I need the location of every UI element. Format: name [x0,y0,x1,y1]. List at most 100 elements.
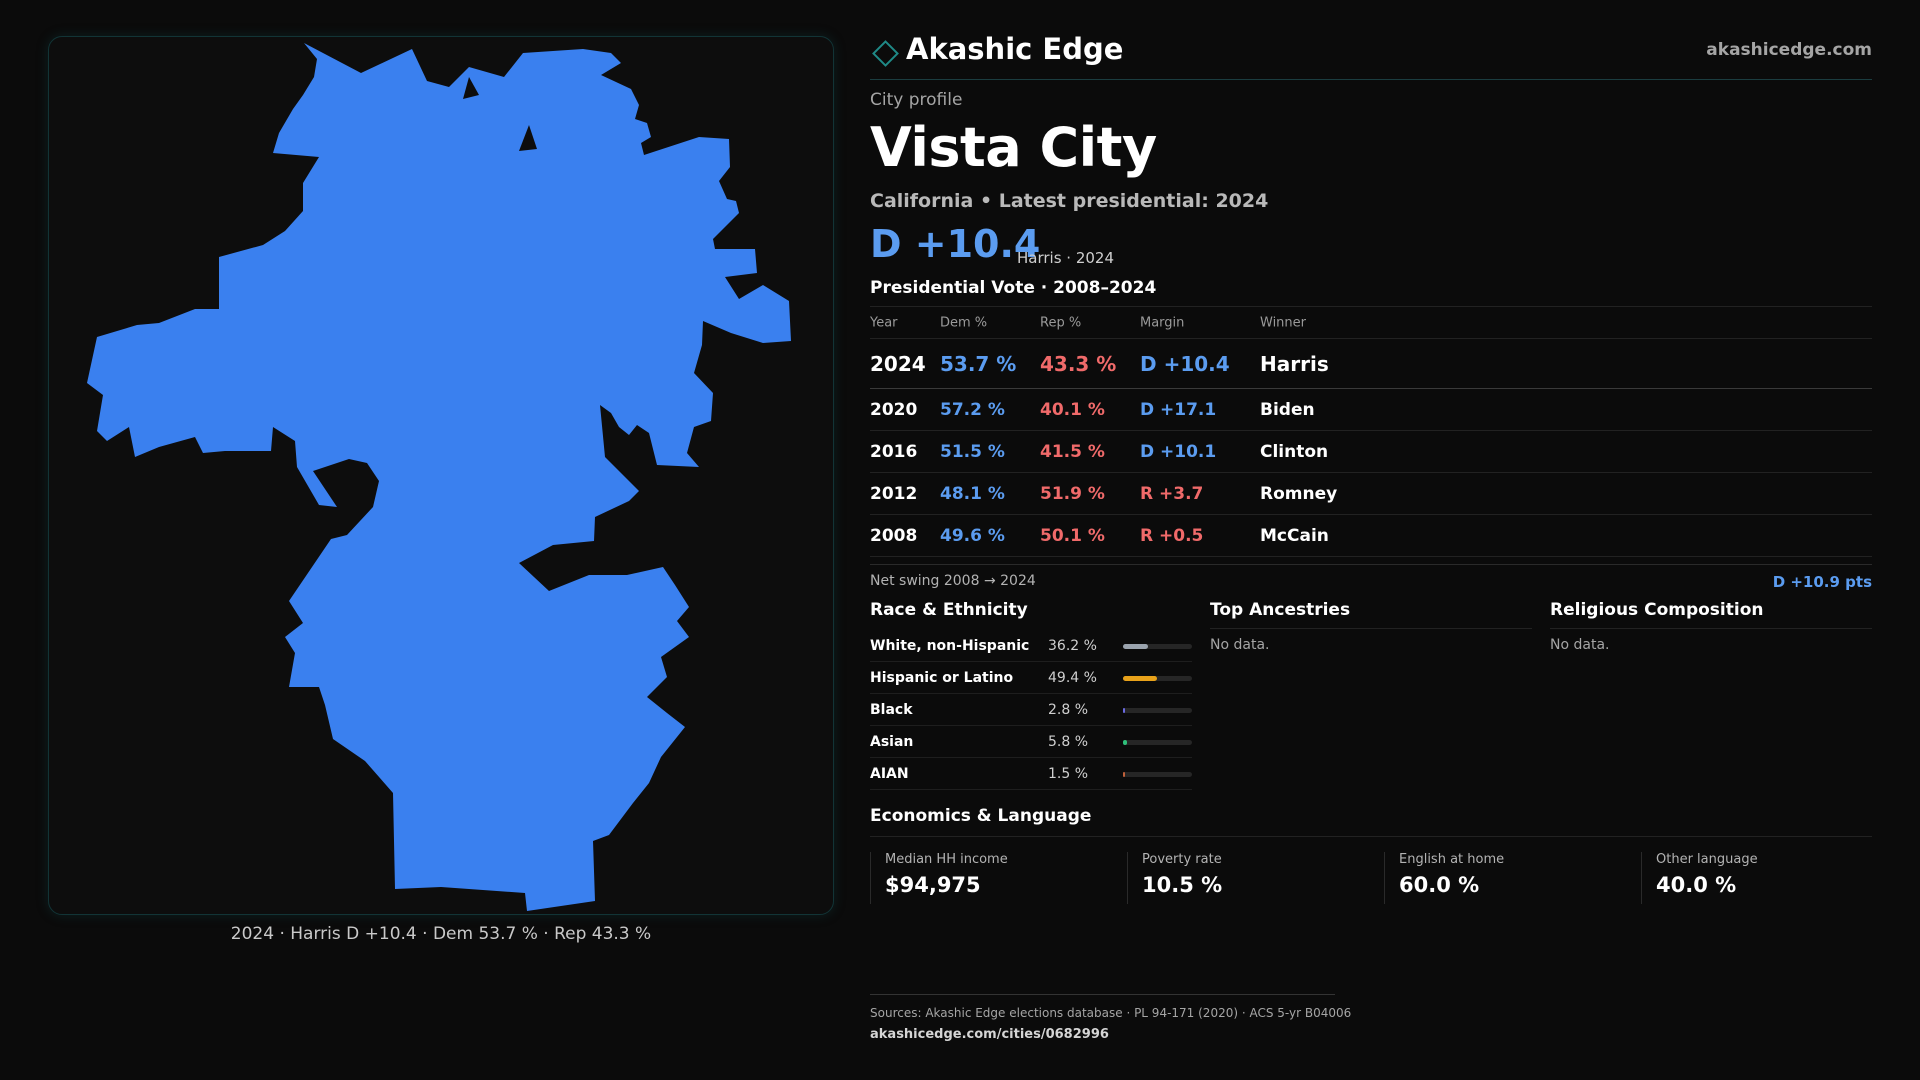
cell-dem: 57.2 % [940,399,1005,420]
presidential-vote-table: Year Dem % Rep % Margin Winner 2024 53.7… [870,306,1872,557]
cell-margin: R +3.7 [1140,483,1204,504]
economics-title: Economics & Language [870,806,1872,837]
cell-dem: 48.1 % [940,483,1005,504]
race-label: Hispanic or Latino [870,669,1014,686]
race-bar-fill [1123,708,1125,713]
race-pct: 2.8 % [1048,701,1089,718]
cell-dem: 51.5 % [940,441,1005,462]
top-ancestries-section: Top Ancestries No data. [1210,600,1532,653]
footer-url-link[interactable]: akashicedge.com/cities/0682996 [870,1027,1109,1042]
race-bar-fill [1123,740,1127,745]
cell-rep: 50.1 % [1040,525,1105,546]
cell-winner: Romney [1260,483,1338,504]
stat-label: Median HH income [885,852,1008,867]
stat-poverty-rate: Poverty rate 10.5 % [1127,852,1383,904]
col-header-margin: Margin [1140,315,1185,330]
stat-label: Other language [1656,852,1758,867]
list-item: AIAN 1.5 % [870,758,1192,790]
cell-margin: D +17.1 [1140,399,1217,420]
table-row: 2016 51.5 % 41.5 % D +10.1 Clinton [870,431,1872,473]
map-notch [463,77,479,99]
race-bar-fill [1123,772,1125,777]
race-ethnicity-section: Race & Ethnicity White, non-Hispanic 36.… [870,600,1192,790]
cell-year: 2020 [870,399,918,420]
brand-name[interactable]: Akashic Edge [906,32,1124,66]
race-label: Asian [870,733,914,750]
religious-composition-section: Religious Composition No data. [1550,600,1872,653]
race-ethnicity-title: Race & Ethnicity [870,600,1028,620]
religious-composition-empty: No data. [1550,637,1610,653]
stat-value: 60.0 % [1399,873,1480,897]
net-swing-value: D +10.9 pts [1772,573,1872,591]
list-item: Asian 5.8 % [870,726,1192,758]
city-boundary-shape [87,43,791,911]
cell-year: 2024 [870,351,926,376]
footer-sources: Sources: Akashic Edge elections database… [870,1006,1352,1020]
page-subtitle: California • Latest presidential: 2024 [870,190,1269,212]
diamond-logo-icon [872,40,899,67]
page-title: Vista City [870,116,1157,179]
race-bar [1123,676,1192,681]
brand-header: Akashic Edge akashicedge.com [870,30,1872,80]
stat-label: English at home [1399,852,1505,867]
stat-label: Poverty rate [1142,852,1222,867]
cell-margin: R +0.5 [1140,525,1204,546]
city-map-panel[interactable] [48,36,834,915]
map-caption: 2024 · Harris D +10.4 · Dem 53.7 % · Rep… [230,924,652,944]
cell-year: 2008 [870,525,918,546]
race-bar [1123,708,1192,713]
race-label: Black [870,701,913,718]
brand-url-link[interactable]: akashicedge.com [1706,40,1872,60]
table-header-row: Year Dem % Rep % Margin Winner [870,307,1872,339]
race-pct: 1.5 % [1048,765,1089,782]
list-item: Black 2.8 % [870,694,1192,726]
cell-rep: 41.5 % [1040,441,1105,462]
table-row: 2012 48.1 % 51.9 % R +3.7 Romney [870,473,1872,515]
top-ancestries-title: Top Ancestries [1210,600,1532,629]
race-bar [1123,772,1192,777]
col-header-winner: Winner [1260,315,1307,330]
col-header-dem: Dem % [940,315,988,330]
cell-winner: Biden [1260,399,1315,420]
cell-rep: 40.1 % [1040,399,1105,420]
cell-dem: 53.7 % [940,351,1017,376]
stat-value: 40.0 % [1656,873,1737,897]
footer-divider [870,994,1335,995]
list-item: Hispanic or Latino 49.4 % [870,662,1192,694]
headline-margin: D +10.4 [870,222,1041,266]
race-bar-fill [1123,644,1148,649]
cell-winner: McCain [1260,525,1329,546]
net-swing-label: Net swing 2008 → 2024 [870,573,1036,589]
table-row: 2024 53.7 % 43.3 % D +10.4 Harris [870,339,1872,389]
cell-dem: 49.6 % [940,525,1005,546]
race-label: White, non-Hispanic [870,637,1030,654]
cell-winner: Harris [1260,351,1329,376]
race-pct: 5.8 % [1048,733,1089,750]
race-label: AIAN [870,765,909,782]
race-bar [1123,740,1192,745]
cell-year: 2012 [870,483,918,504]
map-notch [519,125,537,151]
cell-margin: D +10.4 [1140,351,1230,376]
col-header-year: Year [870,315,898,330]
stat-other-language: Other language 40.0 % [1641,852,1872,904]
race-pct: 49.4 % [1048,669,1097,686]
top-ancestries-empty: No data. [1210,637,1270,653]
list-item: White, non-Hispanic 36.2 % [870,630,1192,662]
cell-year: 2016 [870,441,918,462]
table-row: 2008 49.6 % 50.1 % R +0.5 McCain [870,515,1872,557]
net-swing-row: Net swing 2008 → 2024 D +10.9 pts [870,564,1872,591]
stat-median-income: Median HH income $94,975 [870,852,1126,904]
table-row: 2020 57.2 % 40.1 % D +17.1 Biden [870,389,1872,431]
stat-value: $94,975 [885,873,981,897]
race-bar-fill [1123,676,1157,681]
presidential-vote-title: Presidential Vote · 2008–2024 [870,278,1157,298]
race-pct: 36.2 % [1048,637,1097,654]
headline-margin-sub: Harris · 2024 [1017,249,1115,267]
page-eyebrow: City profile [870,90,963,110]
city-boundary-map [87,43,791,911]
cell-margin: D +10.1 [1140,441,1217,462]
cell-rep: 51.9 % [1040,483,1105,504]
religious-composition-title: Religious Composition [1550,600,1872,629]
stat-english-at-home: English at home 60.0 % [1384,852,1640,904]
